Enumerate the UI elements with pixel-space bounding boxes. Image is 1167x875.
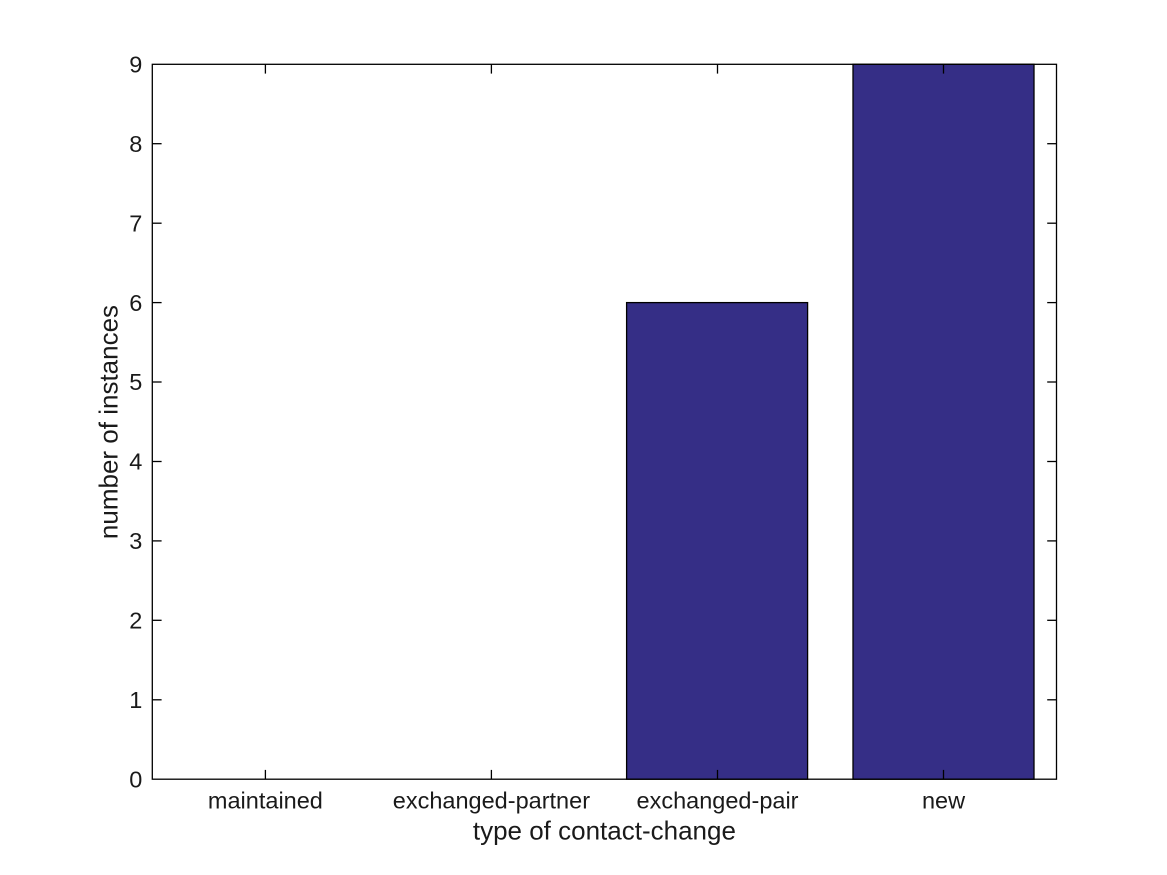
svg-text:exchanged-partner: exchanged-partner	[393, 788, 590, 814]
svg-text:type of contact-change: type of contact-change	[473, 815, 736, 845]
svg-text:exchanged-pair: exchanged-pair	[637, 788, 799, 814]
svg-text:4: 4	[129, 449, 142, 475]
svg-text:3: 3	[129, 528, 142, 554]
svg-text:7: 7	[129, 210, 142, 236]
svg-text:0: 0	[129, 766, 142, 792]
svg-text:2: 2	[129, 608, 142, 634]
svg-text:number of instances: number of instances	[94, 305, 124, 539]
svg-text:9: 9	[129, 52, 142, 78]
svg-text:8: 8	[129, 131, 142, 157]
svg-text:6: 6	[129, 290, 142, 316]
svg-text:5: 5	[129, 369, 142, 395]
svg-text:new: new	[922, 788, 966, 814]
svg-text:1: 1	[129, 687, 142, 713]
svg-text:maintained: maintained	[208, 788, 323, 814]
